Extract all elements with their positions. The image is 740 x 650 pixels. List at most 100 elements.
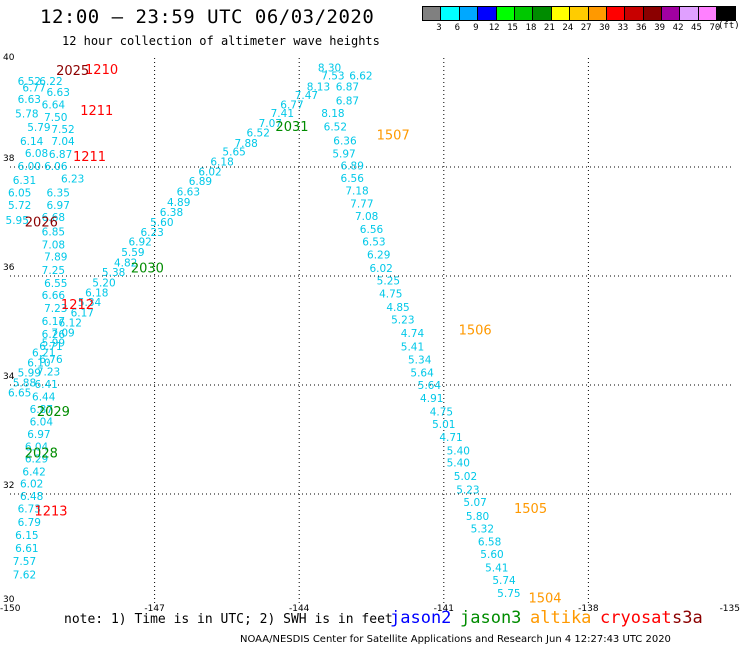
x-tick-label: -144 — [289, 604, 310, 614]
wave-height-label: 4.75 — [379, 288, 402, 300]
wave-height-label: 6.64 — [42, 99, 66, 111]
wave-height-label: 4.82 — [114, 257, 137, 269]
wave-height-label: 6.66 — [42, 290, 66, 302]
colorbar-bin-label: 30 — [599, 23, 610, 33]
pass-time-label: 2031 — [275, 120, 308, 135]
wave-height-label: 7.47 — [295, 90, 318, 102]
wave-height-label: 5.64 — [410, 367, 434, 379]
wave-height-label: 6.29 — [25, 454, 48, 466]
wave-height-label: 6.87 — [30, 404, 53, 416]
wave-height-label: 7.25 — [42, 265, 65, 277]
wave-height-label: 6.87 — [49, 149, 72, 161]
wave-height-label: 7.41 — [271, 108, 294, 120]
wave-height-label: 5.01 — [432, 419, 455, 431]
pass-time-label: 2030 — [131, 261, 164, 276]
wave-height-label: 6.08 — [25, 148, 48, 160]
wave-height-label: 6.10 — [27, 358, 50, 370]
wave-height-label: 7.23 — [44, 303, 67, 315]
wave-height-label: 4.91 — [420, 393, 443, 405]
wave-height-label: 7.88 — [234, 138, 257, 150]
wave-height-label: 6.17 — [42, 316, 65, 328]
wave-height-label: 5.07 — [463, 497, 486, 509]
colorbar-bin-label: 42 — [672, 23, 684, 33]
wave-height-label: 7.04 — [51, 136, 75, 148]
wave-height-label: 5.88 — [13, 377, 36, 389]
y-tick-label: 34 — [3, 372, 15, 382]
colorbar-bin-label: 15 — [507, 23, 518, 33]
pass-time-label: 1211 — [73, 150, 106, 165]
wave-height-label: 7.77 — [350, 199, 373, 211]
colorbar-bin-label: 33 — [617, 23, 629, 33]
wave-height-label: 7.08 — [355, 211, 378, 223]
wave-height-label: 6.52 — [324, 122, 347, 134]
pass-time-label: 1504 — [528, 592, 561, 607]
wave-height-label: 6.36 — [333, 135, 357, 147]
wave-height-label: 6.26 — [42, 329, 66, 341]
x-tick-label: -135 — [720, 604, 740, 614]
wave-height-label: 6.23 — [140, 227, 163, 239]
wave-height-label: 5.99 — [42, 337, 65, 349]
page-subtitle: 12 hour collection of altimeter wave hei… — [62, 34, 380, 48]
wave-height-label: 6.14 — [20, 136, 44, 148]
wave-height-label: 6.17 — [71, 308, 94, 320]
y-tick-label: 38 — [3, 154, 15, 164]
pass-time-label: 2026 — [25, 216, 58, 231]
wave-height-label: 5.64 — [418, 380, 442, 392]
wave-height-label: 4.75 — [430, 407, 453, 419]
wave-height-label: 6.12 — [59, 317, 82, 329]
wave-height-label: 6.85 — [42, 226, 65, 238]
wave-height-label: 5.23 — [456, 485, 479, 497]
colorbar-unit: (ft) — [718, 21, 740, 31]
pass-time-label: 1212 — [61, 298, 94, 313]
wave-height-label: 7.08 — [42, 239, 65, 251]
pass-time-label: 1210 — [85, 63, 118, 78]
wave-height-label: 5.20 — [92, 278, 115, 290]
wave-height-label: 5.23 — [391, 315, 414, 327]
wave-height-label: 6.76 — [39, 354, 63, 366]
wave-height-label: 6.15 — [15, 530, 38, 542]
wave-height-label: 6.31 — [13, 175, 36, 187]
wave-height-label: 5.02 — [454, 471, 477, 483]
wave-height-label: 6.97 — [47, 200, 70, 212]
footer-note: note: 1) Time is in UTC; 2) SWH is in fe… — [64, 612, 393, 627]
wave-height-label: 6.71 — [39, 341, 62, 353]
wave-height-label: 6.63 — [47, 87, 70, 99]
y-tick-label: 40 — [3, 53, 15, 63]
legend-s3a: s3a — [672, 608, 703, 628]
wave-height-label: 6.23 — [61, 173, 84, 185]
page-title: 12:00 – 23:59 UTC 06/03/2020 — [40, 6, 375, 28]
wave-height-label: 7.52 — [51, 124, 74, 136]
colorbar-bin-label: 6 — [454, 23, 461, 33]
wave-height-label: 7.09 — [51, 328, 74, 340]
wave-height-label: 6.22 — [39, 76, 62, 88]
wave-height-label: 6.52 — [18, 76, 41, 88]
pass-time-label: 1213 — [34, 504, 67, 519]
wave-height-label: 6.62 — [349, 70, 372, 82]
wave-height-label: 4.71 — [439, 432, 462, 444]
wave-height-label: 6.63 — [18, 94, 41, 106]
y-tick-label: 30 — [3, 595, 15, 605]
wave-height-label: 5.72 — [8, 200, 31, 212]
wave-height-label: 6.06 — [44, 161, 68, 173]
colorbar-bin-label: 70 — [709, 23, 721, 33]
wave-height-label: 6.61 — [15, 543, 38, 555]
wave-height-label: 5.41 — [401, 341, 424, 353]
wave-height-label: 6.18 — [85, 287, 108, 299]
wave-height-label: 6.68 — [42, 212, 65, 224]
colorbar-bin-label: 27 — [580, 23, 592, 33]
y-tick-label: 36 — [3, 263, 15, 273]
x-tick-label: -138 — [578, 604, 599, 614]
y-tick-label: 32 — [3, 481, 14, 491]
wave-height-label: 7.57 — [13, 556, 36, 568]
wave-height-label: 5.79 — [27, 122, 50, 134]
wave-height-label: 8.13 — [307, 81, 330, 93]
wave-height-label: 5.40 — [447, 445, 470, 457]
wave-height-label: 6.41 — [34, 379, 57, 391]
wave-height-label: 6.35 — [47, 188, 70, 200]
wave-height-label: 6.44 — [32, 391, 56, 403]
colorbar-bin-label: 9 — [473, 23, 479, 33]
wave-height-label: 7.50 — [44, 112, 67, 124]
colorbar-bin-label: 36 — [635, 23, 647, 33]
wave-height-label: 5.74 — [492, 575, 516, 587]
